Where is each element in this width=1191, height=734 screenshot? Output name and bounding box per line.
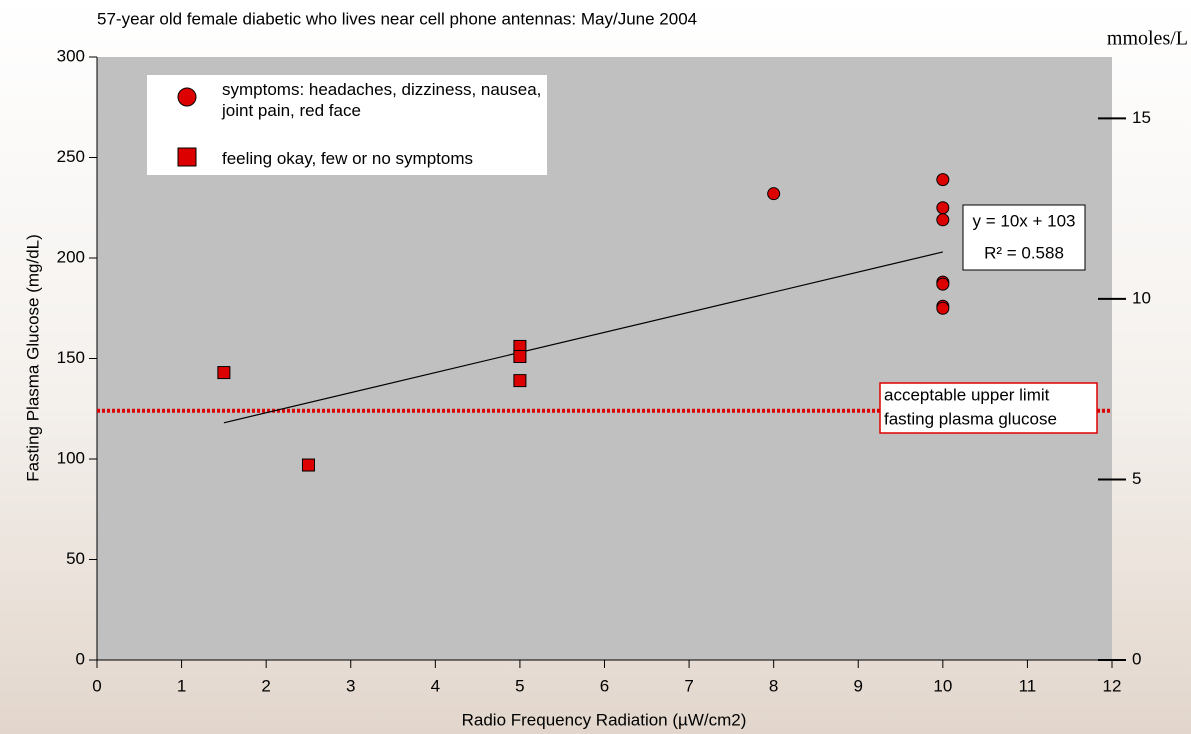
x-tick-label: 1 xyxy=(177,676,186,695)
legend-markers xyxy=(177,87,197,167)
legend-marker xyxy=(177,147,197,167)
data-point xyxy=(767,187,781,201)
x-tick-label: 5 xyxy=(515,676,524,695)
x-tick-label: 9 xyxy=(854,676,863,695)
x-tick-label: 3 xyxy=(346,676,355,695)
data-point xyxy=(301,458,315,472)
x-tick-label: 11 xyxy=(1019,676,1037,695)
threshold-label: fasting plasma glucose xyxy=(884,409,1057,428)
y-axis-label: Fasting Plasma Glucose (mg/dL) xyxy=(23,234,42,482)
x-tick-label: 12 xyxy=(1103,676,1122,695)
data-point xyxy=(936,173,950,187)
x-tick-label: 8 xyxy=(769,676,778,695)
x-tick-label: 0 xyxy=(92,676,101,695)
legend-label: symptoms: headaches, dizziness, nausea, … xyxy=(222,80,542,120)
equation-label: R² = 0.588 xyxy=(984,243,1064,262)
data-point xyxy=(936,277,950,291)
chart-title: 57-year old female diabetic who lives ne… xyxy=(97,9,697,28)
y2-axis-label: mmoles/L xyxy=(1107,28,1188,50)
y-tick-label: 300 xyxy=(57,46,85,65)
legend: symptoms: headaches, dizziness, nausea, … xyxy=(147,75,547,175)
data-point xyxy=(936,301,950,315)
equation-label: y = 10x + 103 xyxy=(972,211,1075,230)
x-axis-label: Radio Frequency Radiation (µW/cm2) xyxy=(462,710,747,729)
threshold-box xyxy=(879,382,1098,434)
data-point xyxy=(936,201,950,215)
threshold-label: acceptable upper limit xyxy=(884,385,1050,404)
trendline xyxy=(223,251,943,424)
equation-box xyxy=(962,204,1086,271)
data-point xyxy=(936,213,950,227)
data-point xyxy=(513,349,527,363)
data-point xyxy=(217,366,231,380)
y-tick-label: 100 xyxy=(57,448,85,467)
y2-tick-label: 5 xyxy=(1132,469,1141,488)
x-tick-label: 4 xyxy=(431,676,440,695)
x-tick-label: 7 xyxy=(684,676,693,695)
y-tick-label: 200 xyxy=(57,247,85,266)
y-tick-label: 0 xyxy=(76,649,85,668)
x-tick-label: 6 xyxy=(600,676,609,695)
y-tick-label: 50 xyxy=(66,549,85,568)
y2-tick-label: 15 xyxy=(1132,108,1151,127)
x-tick-label: 2 xyxy=(261,676,270,695)
y2-tick-label: 0 xyxy=(1132,649,1141,668)
legend-label: feeling okay, few or no symptoms xyxy=(222,149,474,168)
legend-marker xyxy=(177,87,197,107)
y2-tick-label: 10 xyxy=(1132,288,1151,307)
y-tick-label: 150 xyxy=(57,348,85,367)
data-point xyxy=(513,374,527,388)
y-tick-label: 250 xyxy=(57,147,85,166)
x-tick-label: 10 xyxy=(933,676,952,695)
